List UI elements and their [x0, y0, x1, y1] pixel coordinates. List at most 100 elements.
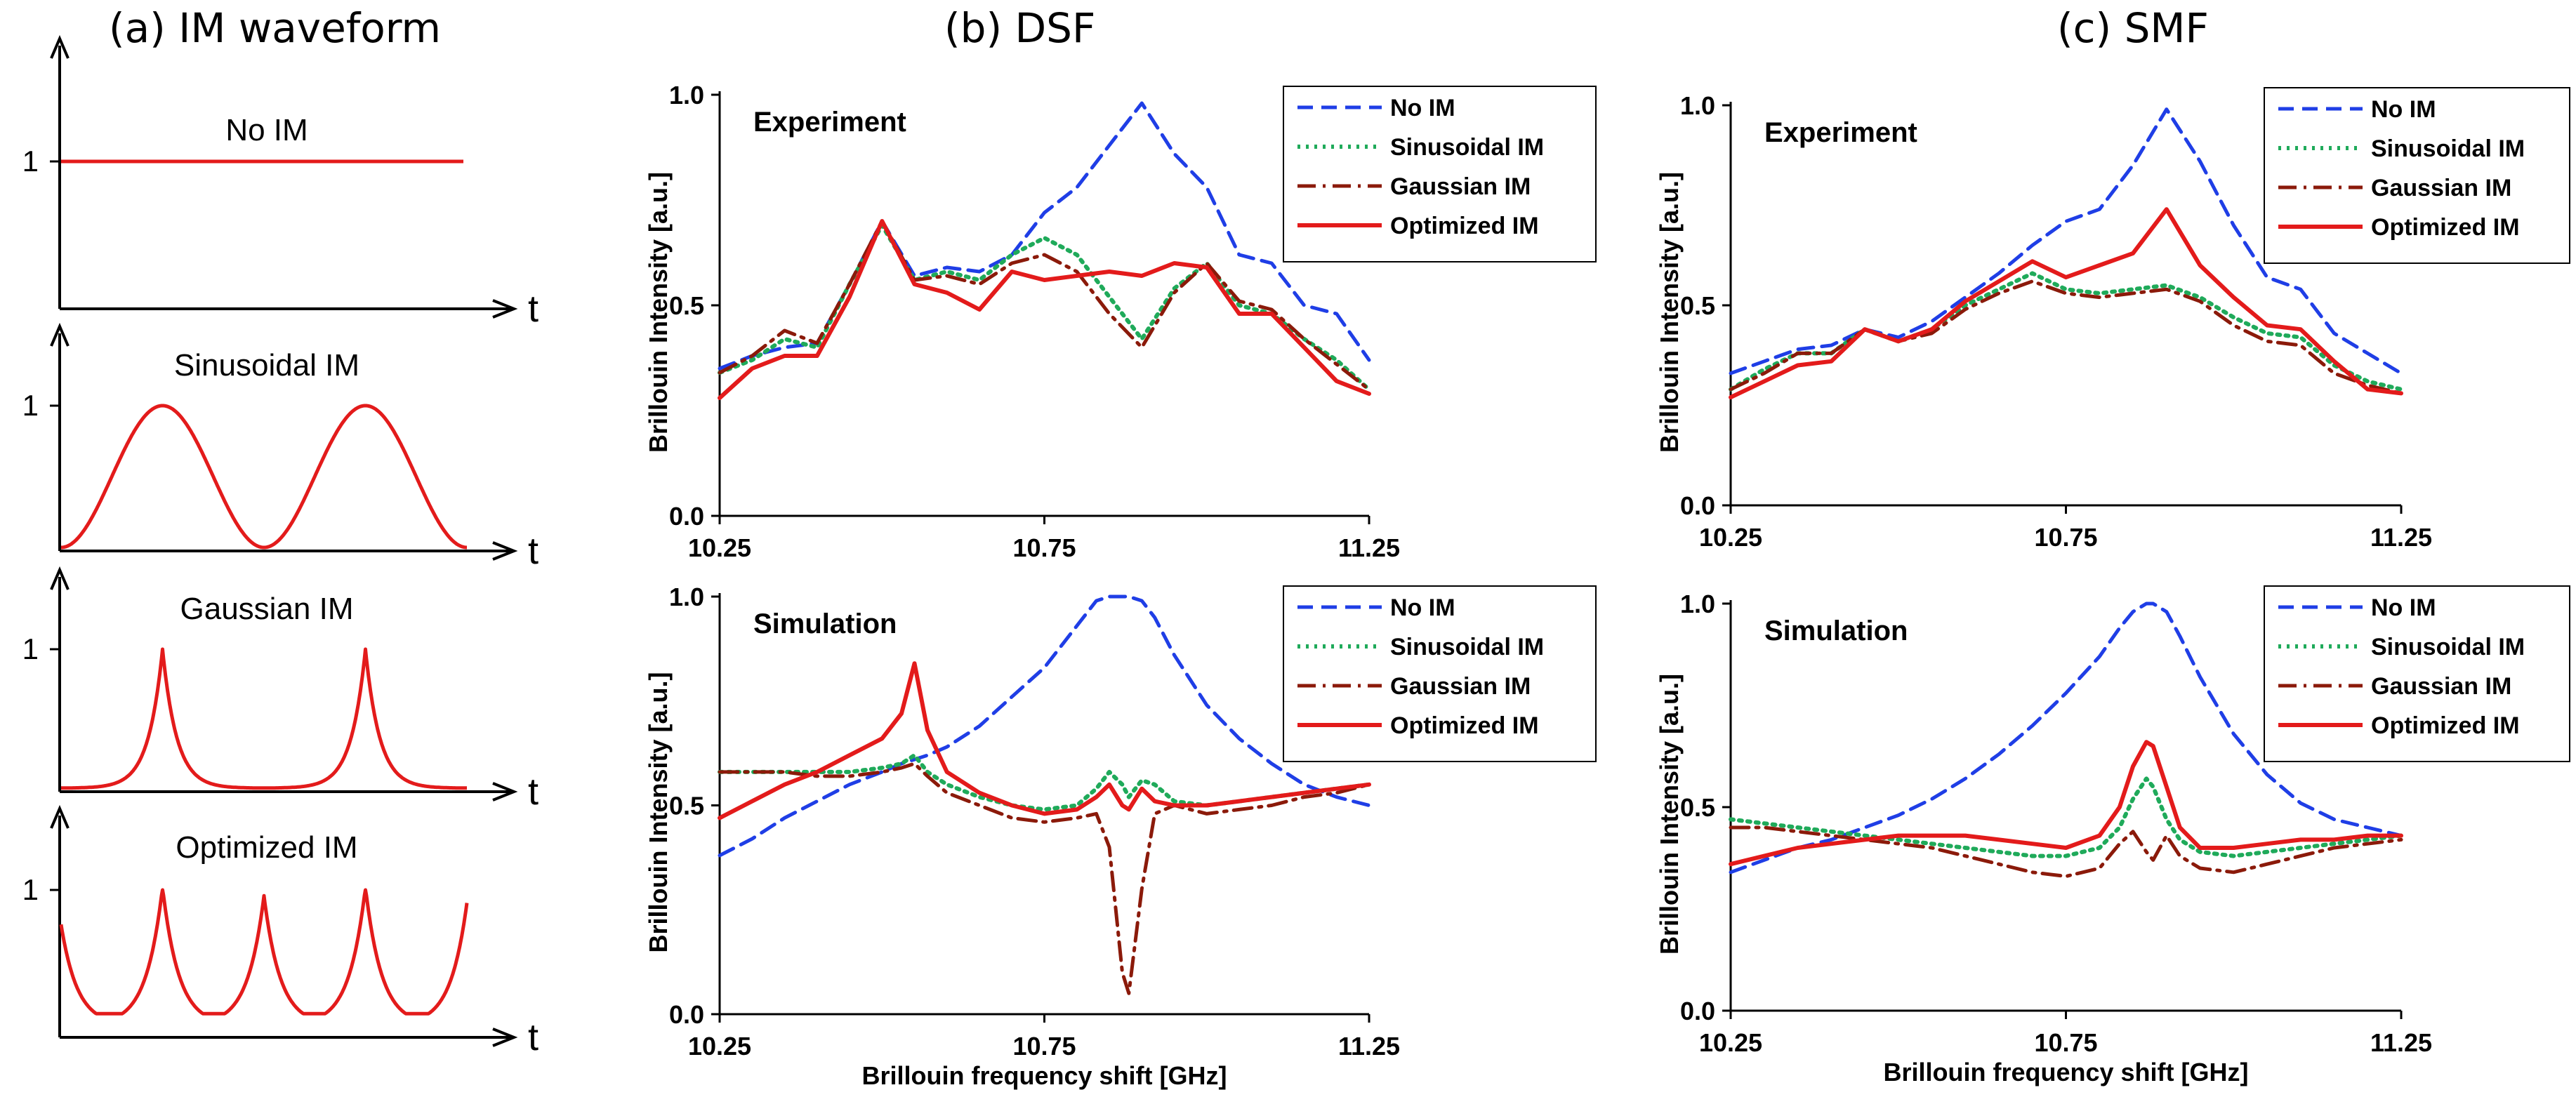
y-tick-label: 0.5 — [1680, 793, 1715, 822]
x-tick-label: 11.25 — [1338, 533, 1400, 562]
data-point — [1043, 821, 1045, 823]
dsf-simulation-chart: 0.0 0.5 1.0 10.25 10.75 11.25 Brillouin Intens… — [644, 583, 1597, 1090]
legend-label: Gaussian IM — [1390, 673, 1531, 700]
data-point — [1931, 332, 1933, 334]
data-point — [2367, 388, 2369, 390]
data-point — [927, 771, 929, 773]
data-point — [1864, 835, 1866, 837]
data-point — [2118, 843, 2120, 845]
data-point — [2152, 786, 2154, 788]
data-point — [2146, 851, 2148, 853]
x-tick-label: 10.75 — [1012, 533, 1076, 562]
data-point — [2065, 855, 2067, 857]
data-point — [2233, 296, 2235, 298]
data-point — [1141, 787, 1143, 790]
waveform-opt: t 1 Optimized IM — [22, 804, 539, 1058]
data-point — [1239, 809, 1241, 811]
y-tick-label: 0.0 — [669, 502, 704, 531]
series-line-optimized-im — [1729, 740, 2403, 867]
waveform-x-arrow — [492, 541, 518, 561]
data-point — [2031, 272, 2033, 274]
data-point — [1095, 796, 1097, 798]
data-point — [1095, 600, 1097, 602]
data-point — [1239, 305, 1241, 307]
data-point — [2367, 380, 2369, 383]
waveform-sin: t 1 Sinusoidal IM — [22, 322, 539, 572]
data-point — [2299, 802, 2301, 804]
data-point — [2299, 345, 2301, 347]
data-point — [2031, 280, 2033, 282]
data-point — [1931, 835, 1933, 837]
y-axis-label: Brillouin Intensity [a.u.] — [1655, 674, 1684, 955]
waveform-curve — [59, 888, 469, 1016]
x-axis-label: Brillouin frequency shift [GHz] — [861, 1061, 1227, 1090]
data-point — [881, 771, 883, 773]
data-point — [2132, 292, 2134, 294]
data-point — [2400, 388, 2403, 390]
data-point — [784, 355, 786, 357]
series-sinusoidal-im — [1729, 776, 2403, 858]
data-point — [1964, 778, 1967, 780]
data-point — [1730, 871, 1732, 873]
data-point — [1043, 809, 1045, 811]
data-point — [2065, 875, 2067, 877]
data-point — [849, 284, 851, 286]
x-tick-label: 10.75 — [2034, 523, 2097, 552]
data-point — [784, 338, 786, 340]
data-point — [2299, 288, 2301, 291]
data-point — [1271, 804, 1273, 806]
data-point — [1011, 254, 1013, 256]
data-point — [784, 783, 786, 785]
chart-title: Experiment — [1764, 117, 1917, 148]
data-point — [913, 663, 916, 665]
waveform-t-label: t — [528, 288, 539, 330]
data-point — [2233, 871, 2235, 873]
y-tick-label: 1.0 — [1680, 590, 1715, 618]
series-line-sinusoidal-im — [718, 223, 1371, 392]
waveform-t-label: t — [528, 1016, 539, 1058]
chart-title: Experiment — [753, 107, 906, 138]
series-no-im — [718, 101, 1371, 371]
data-point — [1368, 393, 1370, 395]
x-tick-label: 11.25 — [2370, 1028, 2432, 1057]
data-point — [1043, 279, 1045, 281]
waveform-y-arrow — [50, 804, 70, 829]
data-point — [2179, 855, 2181, 857]
data-point — [1303, 347, 1305, 349]
data-point — [1121, 971, 1123, 973]
waveform-no: t 1 No IM — [22, 34, 539, 330]
data-point — [1043, 212, 1045, 214]
data-point — [1109, 783, 1111, 785]
data-point — [2199, 265, 2201, 267]
data-point — [1109, 313, 1111, 315]
legend-label: No IM — [2371, 96, 2436, 123]
series-line-no-im — [718, 594, 1371, 858]
data-point — [1271, 796, 1273, 798]
data-point — [1897, 835, 1899, 837]
data-point — [946, 292, 948, 294]
data-point — [816, 355, 818, 357]
dsf-experiment-chart: 0.0 0.5 1.0 10.25 10.75 11.25 Brillouin Intens… — [644, 81, 1597, 562]
series-gaussian-im — [718, 762, 1371, 995]
data-point — [1154, 813, 1156, 815]
data-point — [2333, 843, 2335, 845]
x-tick-label: 11.25 — [1338, 1032, 1400, 1061]
data-point — [1931, 320, 1933, 322]
data-point — [1206, 813, 1208, 815]
data-point — [1964, 308, 1967, 310]
data-point — [1335, 792, 1337, 794]
data-point — [1173, 800, 1175, 802]
data-point — [1730, 818, 1732, 820]
data-point — [1271, 262, 1273, 265]
y-tick-label: 0.0 — [1680, 491, 1715, 520]
data-point — [1303, 783, 1305, 785]
data-point — [2400, 372, 2403, 374]
series-sinusoidal-im — [1729, 271, 2403, 392]
data-point — [1864, 328, 1866, 331]
series-line-gaussian-im — [718, 219, 1371, 392]
waveform-one-label: 1 — [22, 145, 39, 178]
data-point — [719, 771, 721, 773]
data-point — [2400, 839, 2403, 841]
data-point — [1303, 305, 1305, 307]
legend-label: Optimized IM — [2371, 712, 2520, 739]
